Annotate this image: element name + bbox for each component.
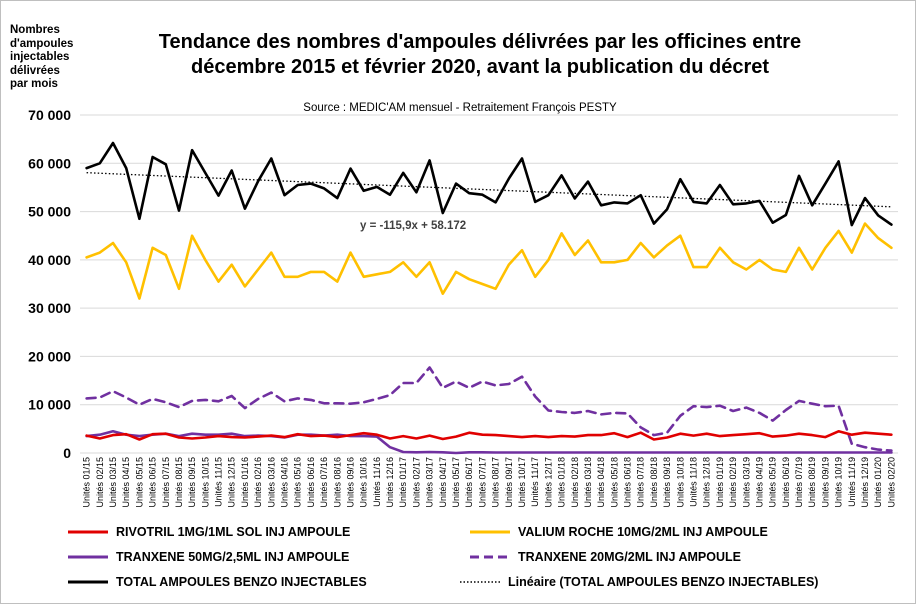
series-line-rivotril-1mg-1ml-sol-inj-ampoule	[85, 429, 893, 441]
legend-swatch-tranxene-20	[470, 555, 510, 559]
y-tick-label: 30 000	[28, 300, 71, 316]
x-tick-label: Unités 03/16	[266, 457, 276, 508]
x-tick-label: Unités 05/16	[293, 457, 303, 508]
x-tick-label: Unités 05/18	[609, 457, 619, 508]
x-tick-label: Unités 09/19	[820, 457, 830, 508]
x-tick-label: Unités 10/16	[359, 457, 369, 508]
x-tick-label: Unités 08/15	[174, 457, 184, 508]
x-tick-label: Unités 06/18	[623, 457, 633, 508]
y-tick-label: 20 000	[28, 348, 71, 364]
x-tick-label: Unités 06/19	[781, 457, 791, 508]
trendline-equation: y = -115,9x + 58.172	[360, 220, 466, 232]
x-tick-label: Unités 05/15	[134, 457, 144, 508]
x-tick-label: Unités 03/18	[583, 457, 593, 508]
x-tick-label: Unités 01/15	[82, 457, 92, 508]
x-tick-label: Unités 06/17	[464, 457, 474, 508]
x-tick-label: Unités 01/17	[398, 457, 408, 508]
x-tick-label: Unités 10/17	[517, 457, 527, 508]
legend-label-valium: VALIUM ROCHE 10MG/2ML INJ AMPOULE	[518, 525, 768, 539]
x-tick-label: Unités 11/19	[847, 457, 857, 507]
x-tick-label: Unités 04/15	[121, 457, 131, 508]
x-tick-label: Unités 02/16	[253, 457, 263, 508]
chart-title: Tendance des nombres d'ampoules délivrée…	[158, 31, 802, 78]
legend-label-trendline: Linéaire (TOTAL AMPOULES BENZO INJECTABL…	[508, 575, 819, 589]
legend-label-rivotril: RIVOTRIL 1MG/1ML SOL INJ AMPOULE	[116, 525, 351, 539]
x-tick-label: Unités 08/17	[491, 457, 501, 508]
x-tick-label: Unités 03/19	[741, 457, 751, 508]
legend-swatch-valium	[470, 530, 510, 534]
legend-label-tranxene-20: TRANXENE 20MG/2ML INJ AMPOULE	[518, 550, 741, 564]
x-tick-label: Unités 07/18	[636, 457, 646, 508]
x-tick-label: Unités 09/17	[504, 457, 514, 508]
legend-label-tranxene-50: TRANXENE 50MG/2,5ML INJ AMPOULE	[116, 550, 350, 564]
x-tick-label: Unités 02/20	[886, 457, 896, 508]
x-tick-label: Unités 01/18	[557, 457, 567, 508]
legend-label-total: TOTAL AMPOULES BENZO INJECTABLES	[116, 575, 367, 589]
series-line-valium-roche-10mg-2ml-inj-ampoule	[85, 222, 893, 300]
x-tick-label: Unités 04/19	[754, 457, 764, 508]
chart-subtitle: Source : MEDIC'AM mensuel - Retraitement…	[303, 102, 617, 114]
x-tick-label: Unités 03/17	[425, 457, 435, 508]
x-tick-label: Unités 11/18	[689, 457, 699, 507]
x-tick-label: Unités 12/17	[543, 457, 553, 508]
y-tick-label: 10 000	[28, 397, 71, 413]
x-tick-label: Unités 05/17	[451, 457, 461, 508]
legend-swatch-tranxene-50	[68, 555, 108, 559]
x-tick-label: Unités 12/16	[385, 457, 395, 508]
x-tick-label: Unités 01/16	[240, 457, 250, 508]
x-tick-label: Unités 12/15	[227, 457, 237, 508]
x-tick-label: Unités 11/15	[214, 457, 224, 507]
x-tick-label: Unités 01/20	[873, 457, 883, 508]
x-tick-label: Unités 07/16	[319, 457, 329, 508]
x-tick-label: Unités 09/18	[662, 457, 672, 508]
x-tick-label: Unités 02/18	[570, 457, 580, 508]
x-tick-label: Unités 11/16	[372, 457, 382, 507]
series-line-tranxene-20mg-2ml-inj-ampoule	[85, 366, 893, 452]
x-tick-label: Unités 04/18	[596, 457, 606, 508]
x-tick-label: Unités 02/17	[411, 457, 421, 508]
x-tick-label: Unités 10/18	[675, 457, 685, 508]
x-tick-label: Unités 04/17	[438, 457, 448, 508]
y-tick-label: 70 000	[28, 107, 71, 123]
x-tick-label: Unités 07/15	[161, 457, 171, 508]
x-tick-label: Unités 10/19	[834, 457, 844, 508]
legend-swatch-total	[68, 580, 108, 584]
x-tick-label: Unités 10/15	[200, 457, 210, 508]
y-tick-label: 50 000	[28, 204, 71, 220]
legend-swatch-rivotril	[68, 530, 108, 534]
x-tick-label: Unités 03/15	[108, 457, 118, 508]
x-tick-label: Unités 08/19	[807, 457, 817, 508]
x-tick-label: Unités 06/15	[148, 457, 158, 508]
y-tick-label: 0	[63, 445, 71, 461]
x-tick-label: Unités 12/19	[860, 457, 870, 508]
x-tick-label: Unités 07/19	[794, 457, 804, 508]
trendline	[86, 172, 892, 208]
x-tick-label: Unités 02/19	[728, 457, 738, 508]
y-tick-label: 40 000	[28, 252, 71, 268]
series-line-tranxene-50mg-2-5ml-inj-ampoule	[85, 429, 893, 455]
x-tick-label: Unités 04/16	[280, 457, 290, 508]
x-tick-label: Unités 05/19	[768, 457, 778, 508]
legend-swatch-trendline	[460, 581, 500, 583]
y-tick-label: 60 000	[28, 155, 71, 171]
x-tick-label: Unités 01/19	[715, 457, 725, 508]
x-tick-label: Unités 06/16	[306, 457, 316, 508]
y-axis-label: Nombres d'ampoules injectables délivrées…	[10, 24, 74, 90]
x-tick-label: Unités 12/18	[702, 457, 712, 508]
x-tick-label: Unités 09/16	[345, 457, 355, 508]
series-line-total-ampoules-benzo-injectables	[85, 141, 893, 227]
x-tick-label: Unités 08/18	[649, 457, 659, 508]
x-tick-label: Unités 02/15	[95, 457, 105, 508]
x-tick-label: Unités 08/16	[332, 457, 342, 508]
x-tick-label: Unités 07/17	[477, 457, 487, 508]
x-tick-label: Unités 11/17	[530, 457, 540, 507]
x-tick-label: Unités 09/15	[187, 457, 197, 508]
